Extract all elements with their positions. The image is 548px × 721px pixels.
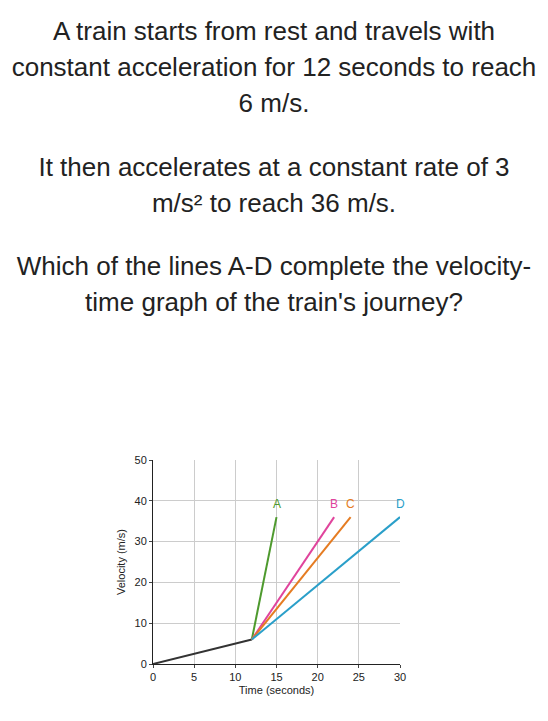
svg-text:0: 0 [150,671,156,683]
svg-text:0: 0 [141,658,147,670]
svg-text:C: C [346,497,355,511]
svg-text:10: 10 [229,671,241,683]
svg-text:30: 30 [394,671,406,683]
svg-text:20: 20 [135,576,147,588]
svg-text:10: 10 [135,617,147,629]
svg-text:D: D [396,497,405,511]
svg-text:50: 50 [135,454,147,466]
svg-text:25: 25 [353,671,365,683]
svg-text:5: 5 [191,671,197,683]
svg-text:15: 15 [270,671,282,683]
html-text:A train starts from rest and t: A train starts from rest and travels wit… [11,16,537,118]
svg-text:20: 20 [312,671,324,683]
html-text:It then accelerates at a const: It then accelerates at a constant rate o… [38,151,510,218]
svg-text:Velocity (m/s): Velocity (m/s) [115,529,127,595]
svg-text:B: B [330,497,338,511]
svg-text:30: 30 [135,535,147,547]
svg-text:Time (seconds): Time (seconds) [239,684,314,696]
html-text:Which of the lines A-D complet: Which of the lines A-D complete the velo… [16,251,532,318]
svg-text:40: 40 [135,495,147,507]
svg-text:A: A [273,497,281,511]
